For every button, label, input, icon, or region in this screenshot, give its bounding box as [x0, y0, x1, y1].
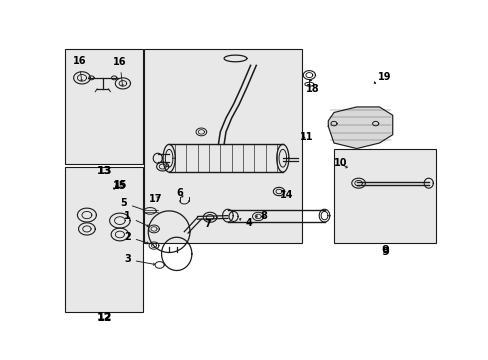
Text: 12: 12: [96, 312, 111, 322]
Bar: [65, 167, 142, 312]
Text: 5: 5: [120, 198, 144, 211]
Text: 11: 11: [299, 132, 312, 143]
Text: 7: 7: [204, 219, 211, 229]
Text: 9: 9: [381, 245, 388, 255]
Text: 9: 9: [381, 247, 388, 257]
Text: 16: 16: [72, 56, 86, 81]
Text: 12: 12: [96, 312, 111, 323]
Bar: [65, 49, 142, 164]
Text: 19: 19: [373, 72, 391, 84]
Text: 10: 10: [333, 158, 346, 168]
Text: 13: 13: [96, 166, 111, 176]
Text: 1: 1: [124, 211, 148, 227]
Text: 8: 8: [256, 211, 266, 221]
Text: 16: 16: [113, 57, 126, 86]
Text: 4: 4: [239, 218, 252, 228]
Text: 6: 6: [176, 188, 183, 198]
Bar: [144, 49, 301, 243]
Text: 13: 13: [96, 166, 111, 176]
Text: 18: 18: [305, 80, 319, 94]
Text: 17: 17: [149, 194, 163, 204]
Text: 15: 15: [114, 180, 127, 190]
Text: 14: 14: [279, 190, 293, 199]
Text: 3: 3: [124, 255, 154, 265]
Text: 15: 15: [113, 181, 126, 191]
Bar: [333, 149, 435, 243]
Text: 2: 2: [124, 232, 148, 244]
Polygon shape: [327, 107, 392, 149]
